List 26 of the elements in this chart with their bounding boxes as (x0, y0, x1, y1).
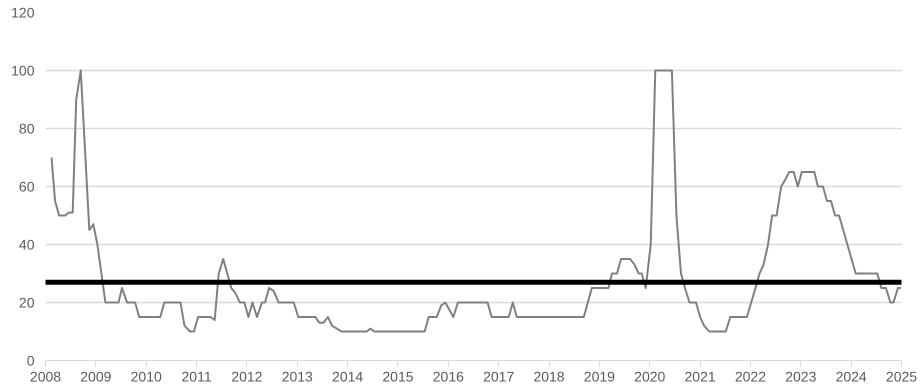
y-tick-label: 120 (11, 4, 35, 20)
x-tick-label: 2022 (734, 368, 766, 384)
x-tick-label: 2008 (30, 368, 62, 384)
x-tick-label: 2016 (432, 368, 464, 384)
x-tick-label: 2024 (836, 368, 867, 384)
x-tick-label: 2021 (684, 368, 716, 384)
x-tick-label: 2011 (182, 368, 212, 384)
x-tick-label: 2012 (231, 368, 263, 384)
x-tick-label: 2015 (382, 368, 414, 384)
y-tick-label: 20 (18, 294, 35, 310)
y-tick-label: 80 (18, 120, 35, 136)
y-tick-label: 0 (26, 352, 35, 368)
y-tick-label: 40 (18, 236, 35, 252)
line-series (50, 70, 902, 332)
x-tick-label: 2019 (584, 368, 616, 384)
x-tick-label: 2009 (80, 368, 112, 384)
y-tick-label: 60 (18, 178, 35, 194)
x-tick-label: 2010 (130, 368, 162, 384)
x-tick-label: 2014 (332, 368, 364, 384)
x-tick-label: 2013 (282, 368, 314, 384)
x-tick-label: 2025 (886, 368, 918, 384)
x-tick-label: 2018 (533, 368, 565, 384)
y-tick-label: 100 (11, 62, 35, 78)
x-tick-label: 2023 (785, 368, 817, 384)
x-tick-label: 2020 (634, 368, 666, 384)
x-tick-label: 2017 (483, 368, 514, 384)
